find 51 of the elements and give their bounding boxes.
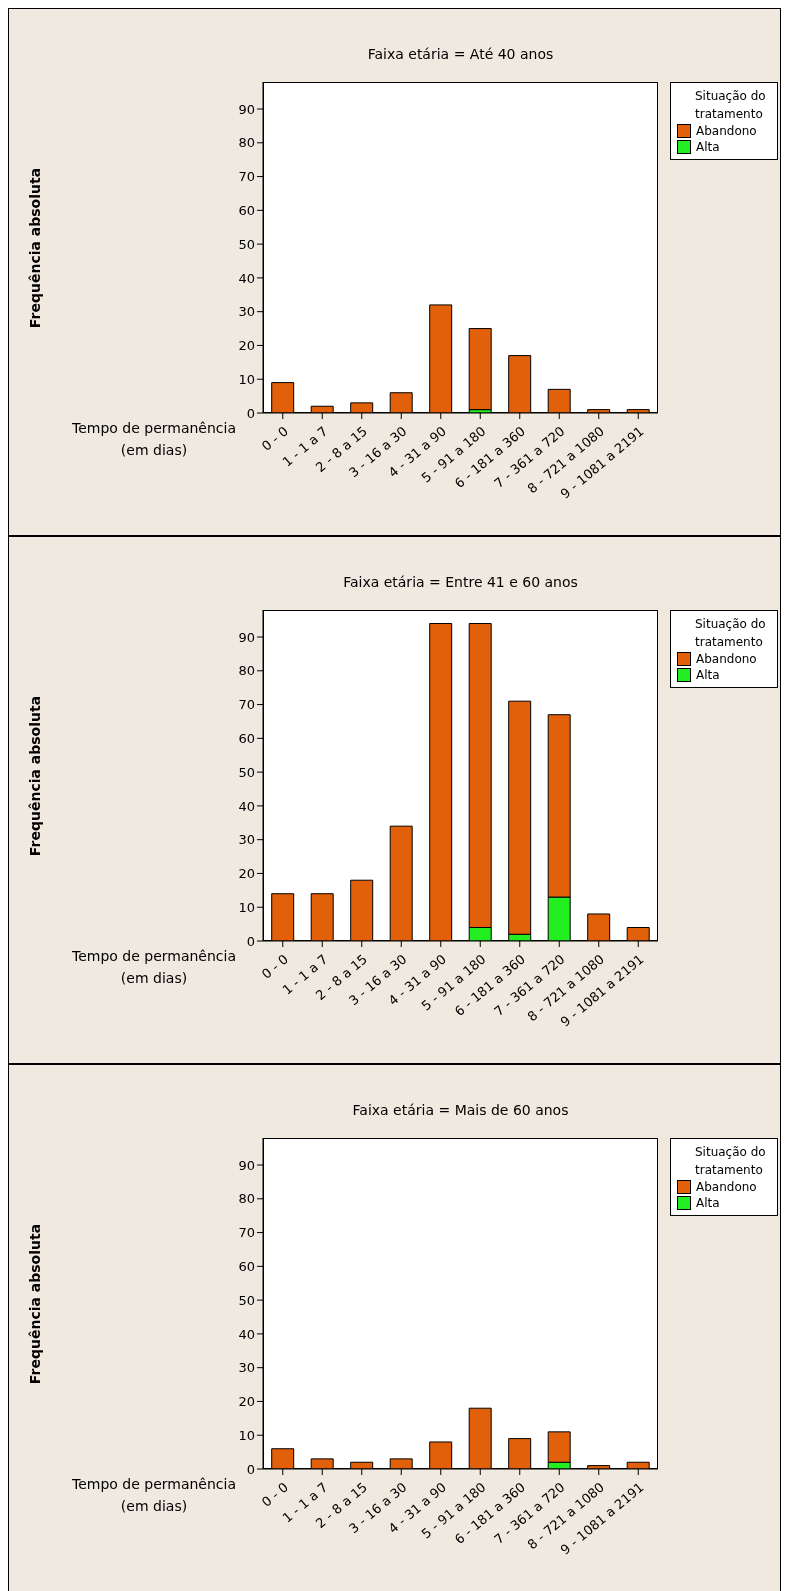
y-tick-label: 20 — [238, 866, 255, 882]
y-tick-label: 20 — [238, 338, 255, 354]
y-tick-label: 0 — [246, 933, 255, 949]
y-tick-label: 10 — [238, 371, 255, 387]
y-tick-label: 10 — [238, 899, 255, 915]
legend-title: Situação do tratamento — [694, 616, 767, 651]
y-tick-label: 70 — [238, 169, 255, 185]
y-tick-label: 60 — [238, 730, 255, 746]
y-tick-label: 50 — [238, 1292, 255, 1308]
x-tick-label: 0 - 0 — [258, 423, 292, 454]
y-tick-label: 80 — [238, 1191, 255, 1207]
y-tick-label: 40 — [238, 270, 255, 286]
y-tick-label: 60 — [238, 1258, 255, 1274]
y-tick-label: 20 — [238, 1394, 255, 1410]
legend-label: Alta — [696, 1195, 720, 1211]
y-tick-label: 40 — [238, 798, 255, 814]
chart-title: Faixa etária = Entre 41 e 60 anos — [342, 574, 579, 590]
y-tick-label: 50 — [238, 764, 255, 780]
legend-label: Alta — [696, 139, 720, 155]
legend-label: Abandono — [696, 651, 757, 667]
y-tick-label: 0 — [246, 1461, 255, 1477]
x-axis-title: Tempo de permanência (em dias) — [71, 948, 237, 986]
y-tick-label: 30 — [238, 304, 255, 320]
y-tick-label: 10 — [238, 1427, 255, 1443]
y-tick-label: 70 — [238, 1225, 255, 1241]
x-axis-title: Tempo de permanência (em dias) — [71, 420, 237, 458]
legend-label: Abandono — [696, 1179, 757, 1195]
y-tick-label: 0 — [246, 405, 255, 421]
y-tick-label: 90 — [238, 101, 255, 117]
y-tick-label: 80 — [238, 663, 255, 679]
y-tick-label: 90 — [238, 629, 255, 645]
y-tick-label: 90 — [238, 1157, 255, 1173]
x-tick-label: 0 - 0 — [258, 951, 292, 982]
legend-title: Situação do tratamento — [694, 1144, 767, 1179]
y-tick-label: 60 — [238, 202, 255, 218]
legend-label: Abandono — [696, 123, 757, 139]
y-axis-title: Frequência absoluta — [27, 1223, 43, 1384]
legend-label: Alta — [696, 667, 720, 683]
y-tick-label: 70 — [238, 697, 255, 713]
y-tick-label: 50 — [238, 236, 255, 252]
x-axis-title: Tempo de permanência (em dias) — [71, 1476, 237, 1514]
chart-title: Faixa etária = Até 40 anos — [366, 46, 555, 62]
y-axis-title: Frequência absoluta — [27, 695, 43, 856]
y-tick-label: 30 — [238, 1360, 255, 1376]
y-axis-title: Frequência absoluta — [27, 167, 43, 328]
x-tick-label: 0 - 0 — [258, 1479, 292, 1510]
y-tick-label: 30 — [238, 832, 255, 848]
chart-title: Faixa etária = Mais de 60 anos — [351, 1102, 570, 1118]
legend-title: Situação do tratamento — [694, 88, 767, 123]
y-tick-label: 80 — [238, 135, 255, 151]
y-tick-label: 40 — [238, 1326, 255, 1342]
